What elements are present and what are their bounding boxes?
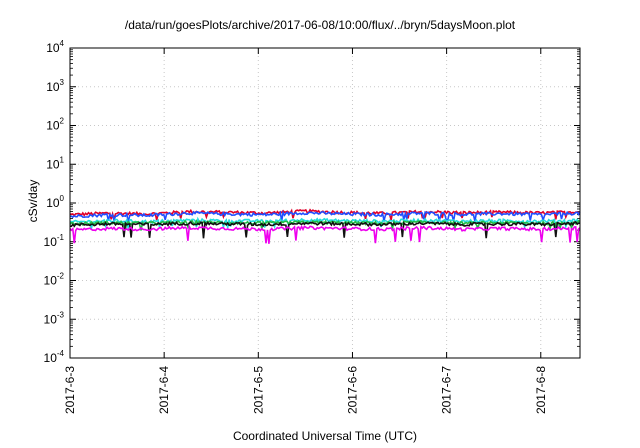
y-axis-label: cSv/day [26, 179, 40, 223]
x-tick-label: 2017-6-5 [251, 366, 265, 414]
y-tick-label: 10-4 [44, 349, 65, 365]
y-tick-label: 10-2 [44, 272, 65, 288]
y-tick-label: 102 [46, 117, 64, 133]
y-tick-label: 10-3 [44, 310, 65, 326]
series-line [69, 210, 581, 223]
series-line [69, 219, 581, 232]
chart-title: /data/run/goesPlots/archive/2017-06-08/1… [124, 18, 516, 32]
plot-frame [69, 47, 581, 359]
x-axis-label: Coordinated Universal Time (UTC) [232, 429, 418, 443]
y-tick-label: 103 [46, 78, 64, 94]
y-tick-label: 104 [46, 39, 64, 55]
x-tick-label: 2017-6-6 [345, 366, 359, 414]
x-tick-label: 2017-6-4 [157, 366, 171, 414]
series-line [69, 220, 580, 239]
y-tick-label: 10-1 [44, 233, 65, 249]
y-tick-label: 101 [46, 155, 64, 171]
x-tick-label: 2017-6-3 [63, 366, 77, 414]
x-tick-label: 2017-6-7 [440, 366, 454, 414]
series-line [69, 223, 581, 244]
y-tick-label: 100 [46, 194, 64, 210]
series-line [69, 216, 581, 230]
x-tick-label: 2017-6-8 [534, 366, 548, 414]
